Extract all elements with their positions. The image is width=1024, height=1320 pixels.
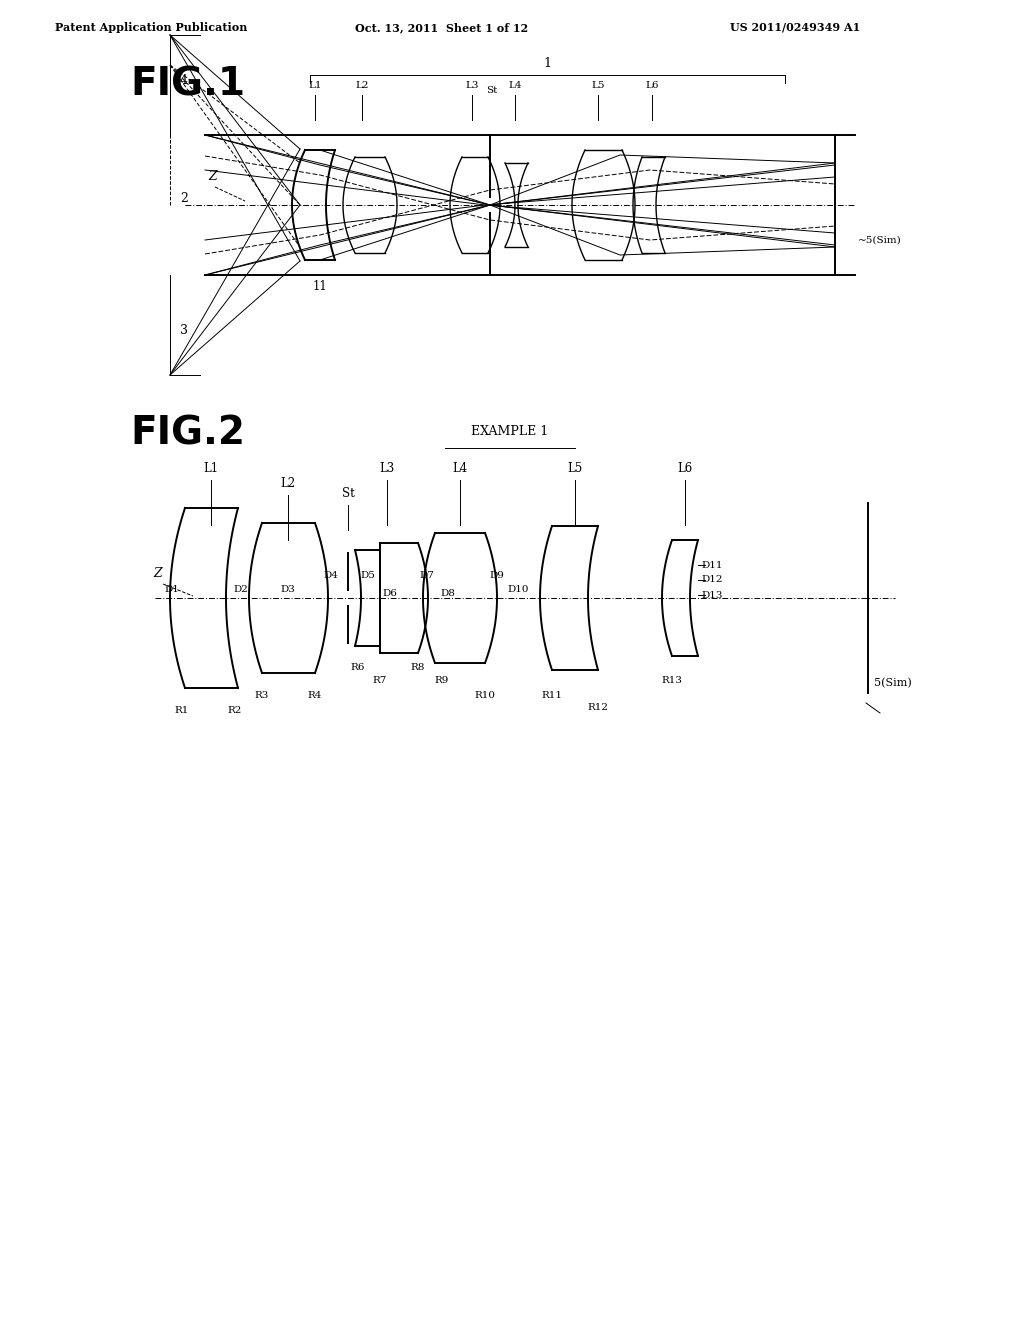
Text: R11: R11 — [542, 690, 562, 700]
Text: D7: D7 — [420, 572, 434, 581]
Text: D11: D11 — [701, 561, 723, 569]
Text: R10: R10 — [474, 690, 496, 700]
Text: Z: Z — [208, 170, 217, 183]
Text: St: St — [486, 86, 498, 95]
Text: D10: D10 — [507, 586, 528, 594]
Text: D8: D8 — [440, 589, 456, 598]
Text: D4: D4 — [324, 572, 339, 581]
Text: 11: 11 — [312, 280, 328, 293]
Text: D2: D2 — [233, 586, 249, 594]
Text: EXAMPLE 1: EXAMPLE 1 — [471, 425, 549, 438]
Text: L3: L3 — [465, 81, 479, 90]
Text: Patent Application Publication: Patent Application Publication — [55, 22, 248, 33]
Text: R7: R7 — [373, 676, 387, 685]
Text: L1: L1 — [204, 462, 218, 475]
Text: R9: R9 — [435, 676, 450, 685]
Text: R12: R12 — [588, 704, 608, 711]
Text: Z: Z — [153, 568, 162, 579]
Text: D9: D9 — [489, 572, 505, 581]
Text: L2: L2 — [281, 477, 296, 490]
Text: R1: R1 — [175, 706, 189, 715]
Text: L5: L5 — [591, 81, 605, 90]
Text: 4: 4 — [180, 74, 188, 87]
Text: L5: L5 — [567, 462, 583, 475]
Text: D12: D12 — [701, 576, 723, 585]
Text: R2: R2 — [227, 706, 243, 715]
Text: D1: D1 — [165, 586, 179, 594]
Text: FIG.1: FIG.1 — [130, 65, 245, 103]
Text: St: St — [342, 487, 354, 500]
Text: D6: D6 — [383, 589, 397, 598]
Text: D13: D13 — [701, 590, 723, 599]
Text: 2: 2 — [180, 191, 188, 205]
Text: L4: L4 — [508, 81, 522, 90]
Text: US 2011/0249349 A1: US 2011/0249349 A1 — [730, 22, 860, 33]
Text: R8: R8 — [411, 663, 425, 672]
Text: 1: 1 — [544, 57, 552, 70]
Text: L3: L3 — [379, 462, 394, 475]
Text: 3: 3 — [180, 323, 188, 337]
Text: L1: L1 — [308, 81, 322, 90]
Text: 5(Sim): 5(Sim) — [874, 678, 911, 688]
Text: ~5(Sim): ~5(Sim) — [858, 235, 902, 244]
Text: L2: L2 — [355, 81, 369, 90]
Text: L6: L6 — [677, 462, 692, 475]
Text: FIG.2: FIG.2 — [130, 414, 245, 453]
Text: R3: R3 — [255, 690, 269, 700]
Text: R6: R6 — [351, 663, 366, 672]
Text: R4: R4 — [308, 690, 323, 700]
Text: L6: L6 — [645, 81, 658, 90]
Text: R13: R13 — [662, 676, 683, 685]
Text: Oct. 13, 2011  Sheet 1 of 12: Oct. 13, 2011 Sheet 1 of 12 — [355, 22, 528, 33]
Text: D5: D5 — [360, 572, 376, 581]
Text: D3: D3 — [281, 586, 296, 594]
Text: L4: L4 — [453, 462, 468, 475]
